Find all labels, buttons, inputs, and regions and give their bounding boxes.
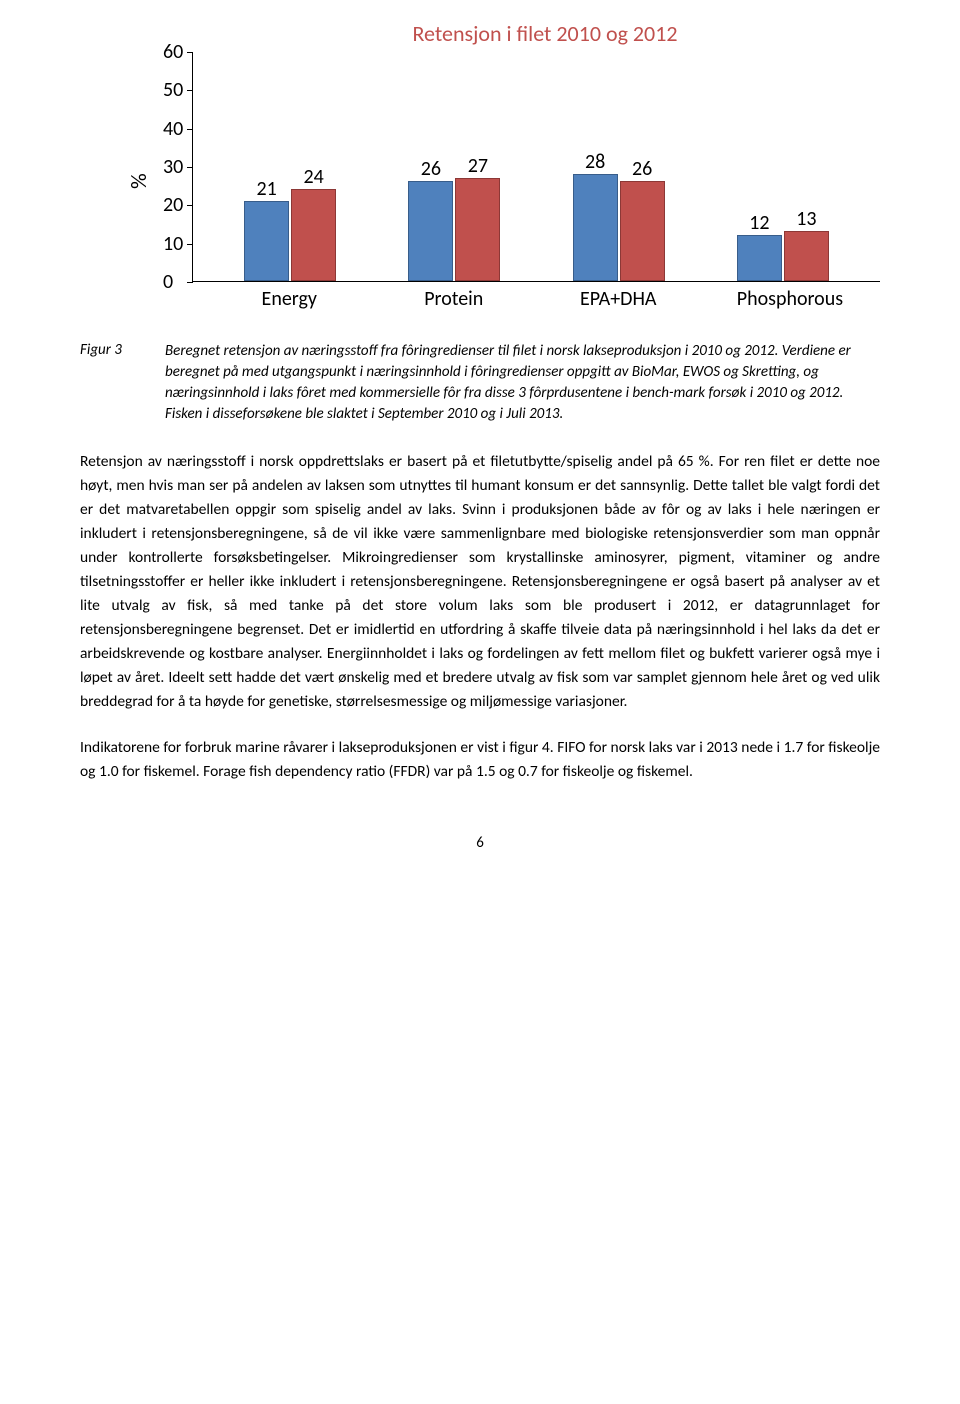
bar: 12 [737,235,782,281]
page-number: 6 [80,834,880,852]
bar: 24 [291,189,336,281]
plot: 01020304050602124262728261213 [192,52,880,282]
bar-value-label: 24 [303,165,323,189]
y-tick-label: 60 [163,40,872,64]
bar-group: 2627 [408,178,500,282]
bar: 26 [620,181,665,281]
figure-label: Figur 3 [80,341,135,425]
bar-value-label: 12 [749,211,769,235]
bar-group: 1213 [737,231,829,281]
y-tick-label: 50 [163,78,872,102]
bar: 26 [408,181,453,281]
y-axis-label: % [120,52,152,311]
bar-value-label: 13 [796,207,816,231]
bar-group: 2124 [244,189,336,281]
bar-value-label: 27 [468,154,488,178]
y-tick-mark [187,244,193,245]
y-tick-mark [187,167,193,168]
paragraph-1: Retensjon av næringsstoff i norsk oppdre… [80,450,880,714]
y-tick-label: 30 [163,155,872,179]
bar: 13 [784,231,829,281]
y-tick-mark [187,282,193,283]
bar-value-label: 28 [585,150,605,174]
y-tick-label: 40 [163,117,872,141]
y-tick-mark [187,52,193,53]
paragraph-2: Indikatorene for forbruk marine råvarer … [80,736,880,784]
bar-value-label: 26 [421,157,441,181]
figure-caption: Figur 3 Beregnet retensjon av næringssto… [80,341,880,425]
bar-value-label: 26 [632,157,652,181]
bar-group: 2826 [573,174,665,281]
bar: 27 [455,178,500,282]
bar: 21 [244,201,289,282]
y-tick-mark [187,129,193,130]
y-tick-mark [187,90,193,91]
chart-area: % 01020304050602124262728261213 EnergyPr… [120,52,880,311]
y-tick-mark [187,205,193,206]
bar: 28 [573,174,618,281]
plot-area: 01020304050602124262728261213 EnergyProt… [152,52,880,311]
retention-chart: Retensjon i filet 2010 og 2012 % 0102030… [120,20,880,311]
bar-value-label: 21 [256,177,276,201]
caption-text: Beregnet retensjon av næringsstoff fra f… [165,341,880,425]
